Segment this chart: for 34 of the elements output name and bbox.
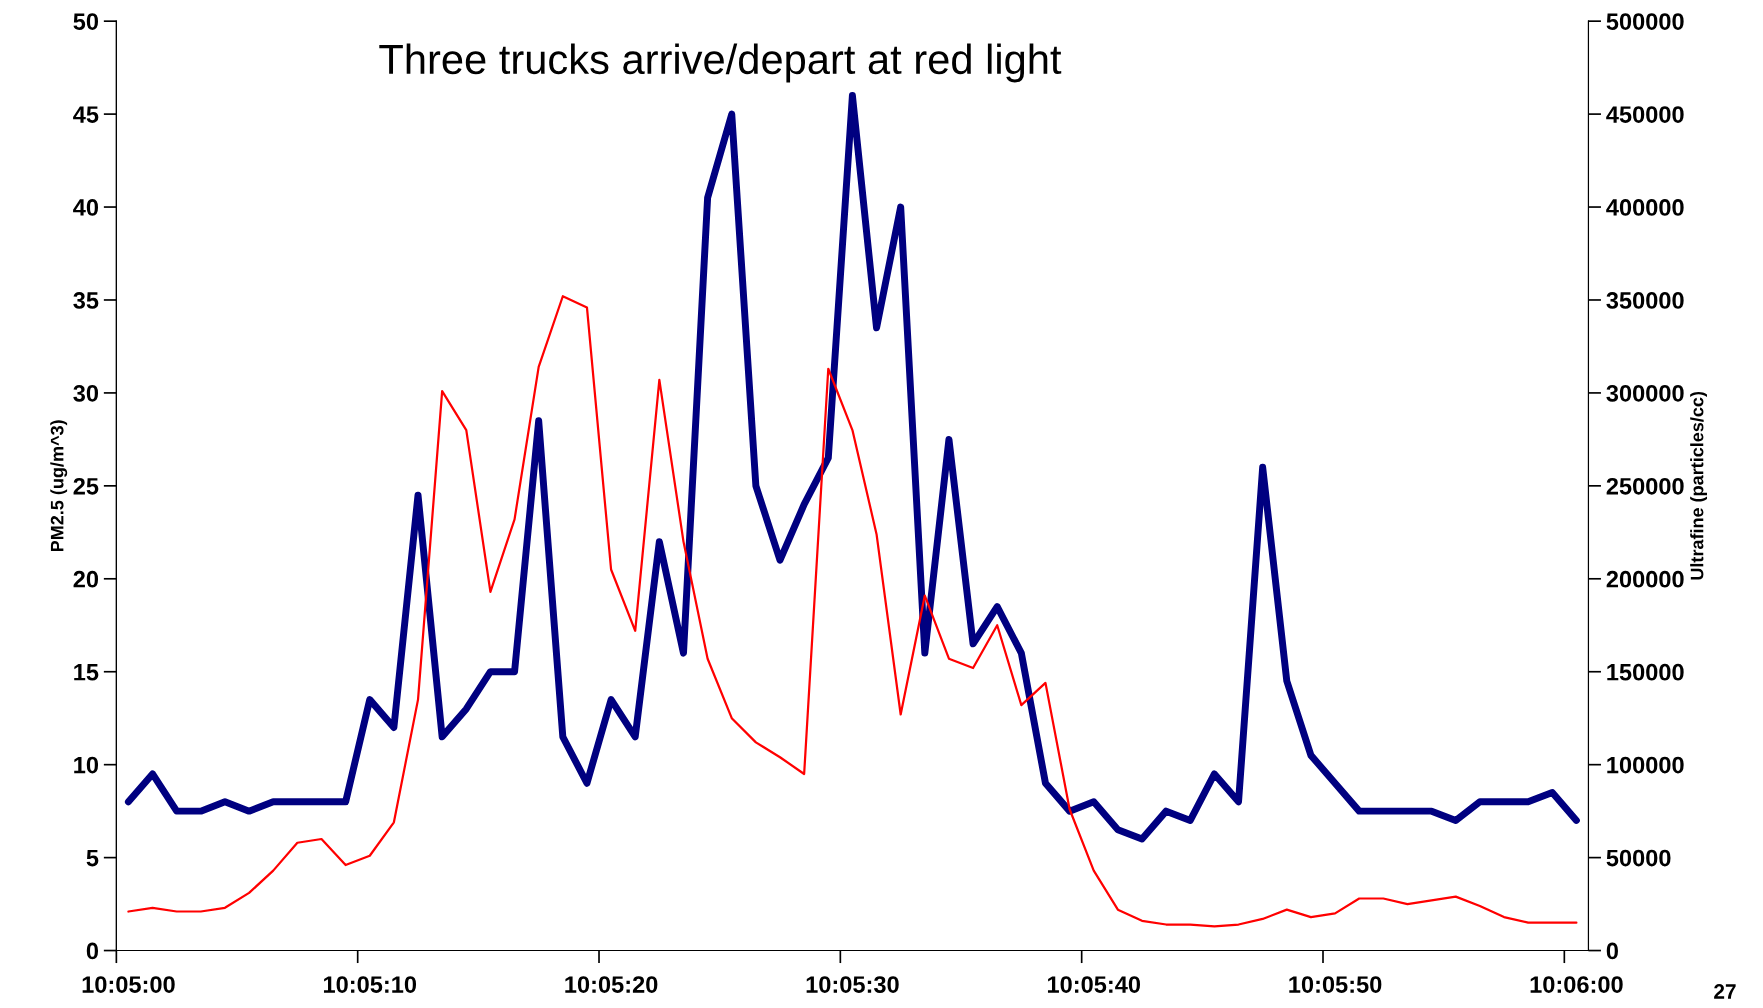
y-tick-label: 10: [74, 756, 99, 774]
y2-tick-label: 450000: [1606, 106, 1684, 123]
x-tick-label: 10:05:40: [1047, 976, 1141, 993]
y2-tick-label: 200000: [1606, 570, 1684, 588]
y2-tick-label: 100000: [1607, 756, 1684, 774]
y2-tick-label: 500000: [1606, 13, 1684, 30]
y-tick-label: 30: [73, 384, 99, 402]
text: Three trucks arrive/depart at red light: [379, 43, 1062, 83]
y2-tick-label: 250000: [1606, 477, 1684, 495]
y-tick-label: 0: [86, 942, 99, 960]
x-tick-label: 10:05:20: [565, 976, 658, 993]
y-tick-label: 45: [73, 106, 99, 123]
y2-tick-label: 300000: [1606, 384, 1684, 402]
y-tick-label: 20: [73, 570, 99, 588]
y2-tick-label: 150000: [1607, 663, 1684, 681]
y-tick-label: 5: [86, 849, 99, 867]
x-tick-label: 10:05:30: [806, 976, 899, 993]
x-tick-label: 10:05:00: [82, 976, 175, 993]
y-axis-title: PM2.5 (ug/m^3): [50, 420, 68, 552]
y-tick-label: 25: [73, 477, 99, 495]
y2-tick-label: 350000: [1606, 292, 1684, 309]
y2-tick-label: 400000: [1606, 199, 1684, 216]
line-series: [127, 295, 1578, 928]
y-tick-label: 35: [73, 292, 99, 309]
y-tick-label: 50: [73, 13, 99, 30]
y-tick-label: 15: [74, 664, 99, 681]
y2-tick-label: 50000: [1606, 849, 1671, 867]
y2-tick-label: 0: [1606, 942, 1618, 960]
x-tick-label: 10:05:50: [1289, 976, 1382, 993]
x-tick-label: 10:05:10: [323, 976, 417, 993]
text: 27: [1714, 984, 1736, 999]
x-tick-label: 10:06:00: [1530, 976, 1623, 993]
y-tick-label: 40: [73, 199, 99, 216]
y2-axis-title: Ultrafine (particles/cc): [1690, 391, 1707, 580]
